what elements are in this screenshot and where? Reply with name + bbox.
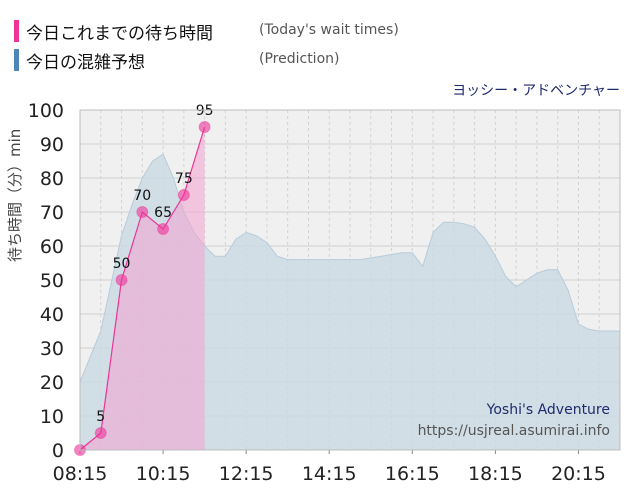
actual-data-label: 50 xyxy=(113,256,131,272)
actual-data-label: 65 xyxy=(154,205,172,221)
legend-label-prediction: 今日の混雑予想 xyxy=(26,52,145,73)
legend-label-prediction-en: (Prediction) xyxy=(259,51,340,67)
y-axis-title: 待ち時間（分）min xyxy=(6,128,24,262)
x-tick-label: 16:15 xyxy=(385,463,440,485)
actual-point xyxy=(198,121,211,133)
y-tick-label: 60 xyxy=(40,236,64,258)
y-tick-label: 50 xyxy=(40,270,64,292)
actual-data-label: 95 xyxy=(196,103,214,119)
x-tick-label: 08:15 xyxy=(53,463,108,485)
y-tick-label: 0 xyxy=(52,440,64,462)
actual-point xyxy=(115,274,128,286)
y-tick-label: 70 xyxy=(40,202,64,224)
actual-point xyxy=(177,189,190,201)
plot-border xyxy=(79,109,621,451)
actual-data-label: 5 xyxy=(96,409,105,425)
x-tick-label: 14:15 xyxy=(302,463,357,485)
legend-label-actual: 今日これまでの待ち時間 xyxy=(26,23,213,44)
actual-point xyxy=(94,427,107,439)
actual-data-label: 70 xyxy=(133,188,151,204)
x-tick-label: 12:15 xyxy=(219,463,274,485)
legend-item-prediction: 今日の混雑予想 xyxy=(14,48,145,73)
x-tick-label: 18:15 xyxy=(468,463,523,485)
actual-point xyxy=(157,223,170,235)
legend-item-actual: 今日これまでの待ち時間 xyxy=(14,19,213,44)
y-tick-label: 80 xyxy=(40,168,64,190)
watermark-name: Yoshi's Adventure xyxy=(486,402,610,418)
y-tick-label: 20 xyxy=(40,372,64,394)
y-tick-label: 40 xyxy=(40,304,64,326)
x-tick-label: 10:15 xyxy=(136,463,191,485)
y-tick-label: 100 xyxy=(28,100,64,122)
legend-swatch-actual xyxy=(14,20,19,42)
x-tick-label: 20:15 xyxy=(551,463,606,485)
prediction-area xyxy=(79,153,621,451)
y-tick-label: 30 xyxy=(40,338,64,360)
legend-label-actual-en: (Today's wait times) xyxy=(259,22,399,38)
watermark-url: https://usjreal.asumirai.info xyxy=(417,423,610,439)
y-tick-label: 90 xyxy=(40,134,64,156)
attraction-name: ヨッシー・アドベンチャー xyxy=(452,83,620,99)
actual-data-label: 75 xyxy=(175,171,193,187)
y-tick-label: 10 xyxy=(40,406,64,428)
actual-point xyxy=(136,206,149,218)
legend-swatch-prediction xyxy=(14,49,19,71)
actual-area xyxy=(80,127,205,450)
